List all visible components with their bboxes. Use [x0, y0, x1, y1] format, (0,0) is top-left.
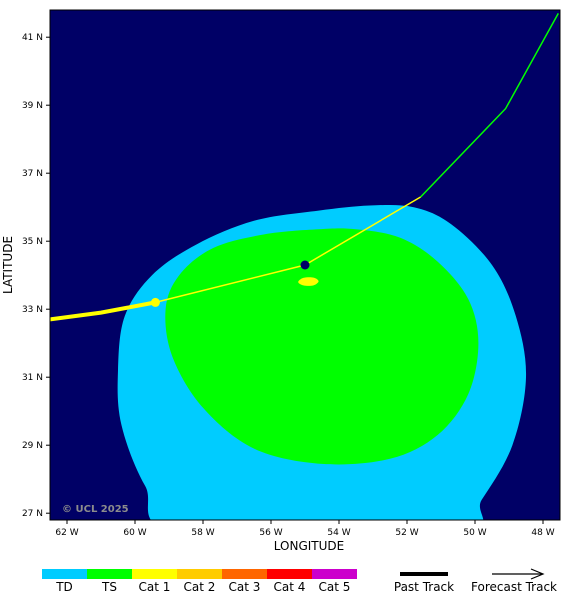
x-axis-ticks: 62 W 60 W 58 W 56 W 54 W 52 W 50 W 48 W	[55, 520, 555, 538]
current-position-marker	[300, 260, 310, 270]
forecast-track-legend-arrow-icon	[492, 568, 545, 580]
x-tick-label: 56 W	[259, 528, 282, 538]
legend-category-label: Cat 2	[184, 580, 216, 594]
y-tick-label: 41 N	[22, 33, 43, 43]
legend: TD TS Cat 1 Cat 2 Cat 3 Cat 4 Cat 5 Past Track…	[42, 568, 557, 594]
ts-wind-field	[165, 228, 479, 465]
x-axis-title: LONGITUDE	[274, 539, 344, 553]
y-tick-label: 35 N	[22, 237, 43, 247]
legend-category-label: Cat 5	[319, 580, 351, 594]
y-tick-label: 33 N	[22, 305, 43, 315]
forecast-track-extended-line	[420, 13, 559, 198]
y-tick-label: 39 N	[22, 101, 43, 111]
past-position-marker	[150, 297, 160, 307]
legend-swatch	[267, 569, 312, 579]
legend-category-label: Cat 1	[139, 580, 171, 594]
track-markers	[150, 260, 310, 307]
y-tick-label: 31 N	[22, 373, 43, 383]
legend-category-label: TS	[101, 580, 117, 594]
y-tick-label: 37 N	[22, 169, 43, 179]
legend-swatch	[42, 569, 87, 579]
x-tick-label: 52 W	[395, 528, 418, 538]
x-tick-label: 48 W	[531, 528, 554, 538]
x-tick-label: 50 W	[463, 528, 486, 538]
legend-category-label: TD	[55, 580, 73, 594]
x-tick-label: 60 W	[123, 528, 146, 538]
x-tick-label: 62 W	[55, 528, 78, 538]
map-plot-area: © UCL 2025	[50, 10, 560, 520]
legend-swatch	[177, 569, 222, 579]
past-track-legend-label: Past Track	[394, 580, 454, 594]
legend-category-label: Cat 4	[274, 580, 306, 594]
y-axis-title: LATITUDE	[1, 236, 15, 294]
x-tick-label: 58 W	[191, 528, 214, 538]
forecast-track-legend-label: Forecast Track	[471, 580, 557, 594]
copyright-label: © UCL 2025	[62, 504, 129, 515]
y-tick-label: 27 N	[22, 509, 43, 519]
legend-swatch	[312, 569, 357, 579]
legend-swatch	[87, 569, 132, 579]
legend-swatch	[222, 569, 267, 579]
plot-frame	[49, 9, 561, 521]
past-track-line	[50, 300, 156, 322]
category-color-bar	[42, 569, 357, 579]
legend-swatch	[132, 569, 177, 579]
category-labels: TD TS Cat 1 Cat 2 Cat 3 Cat 4 Cat 5	[55, 580, 350, 594]
legend-category-label: Cat 3	[229, 580, 261, 594]
y-axis-ticks: 41 N 39 N 37 N 35 N 33 N 31 N 29 N 27 N	[22, 33, 50, 519]
x-tick-label: 54 W	[327, 528, 350, 538]
cat1-wind-field	[298, 277, 319, 286]
y-tick-label: 29 N	[22, 441, 43, 451]
